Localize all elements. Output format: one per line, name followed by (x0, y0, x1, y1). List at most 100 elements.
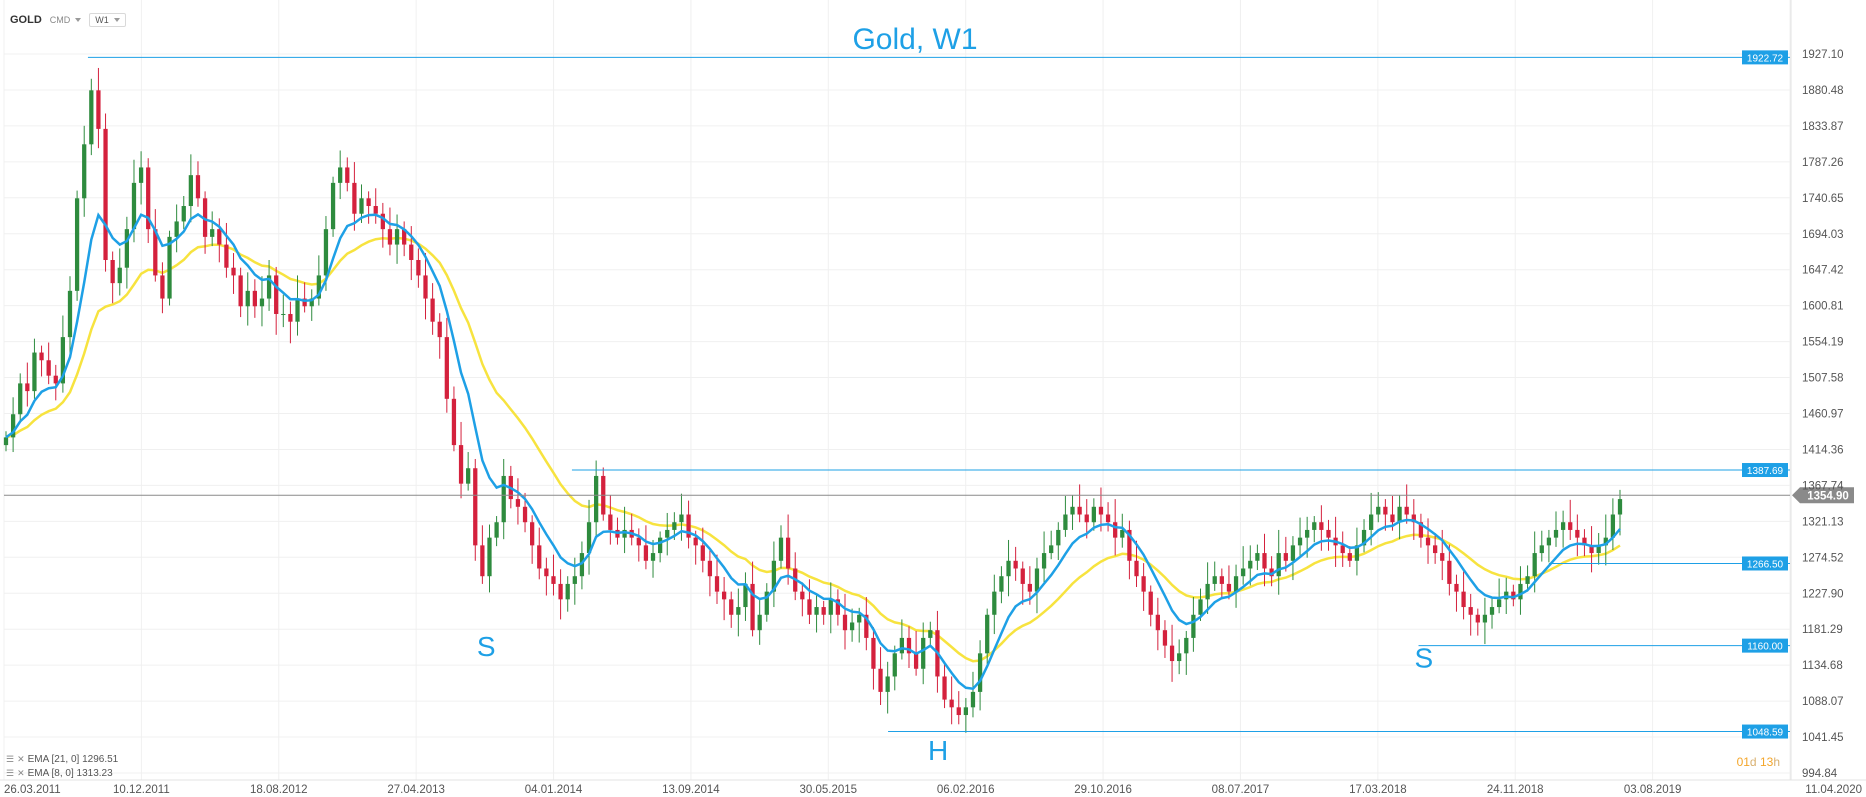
candle-body (423, 275, 428, 299)
timeframe-dropdown[interactable]: W1 (89, 13, 126, 27)
chevron-down-icon (113, 18, 120, 22)
close-icon[interactable]: ✕ (17, 768, 25, 778)
candle-body (970, 691, 976, 708)
candle-body (736, 607, 741, 615)
candle-body (458, 445, 464, 484)
candle (181, 195, 186, 230)
y-tick-label: 1321.13 (1802, 516, 1844, 528)
candle-body (1255, 553, 1260, 561)
candle (202, 191, 208, 254)
legend-ema-21[interactable]: ☰ ✕ EMA [21, 0] 1296.51 (6, 754, 118, 765)
candle-body (707, 560, 713, 577)
candle-body (949, 699, 954, 708)
candle (878, 647, 883, 706)
candle (714, 554, 720, 604)
candle-body (323, 229, 329, 276)
close-icon[interactable]: ✕ (17, 754, 25, 764)
candle-body (153, 229, 158, 276)
candle (210, 211, 215, 247)
candle-body (1034, 568, 1040, 592)
candle-body (1610, 514, 1616, 538)
level-tag-label: 1048.59 (1747, 728, 1784, 739)
candle-body (1347, 553, 1352, 561)
candle (849, 608, 855, 642)
candle-body (409, 244, 414, 260)
candle-body (18, 383, 23, 415)
candle (245, 272, 250, 326)
settings-icon[interactable]: ☰ (6, 768, 15, 778)
candle (316, 255, 321, 306)
candle-body (416, 259, 421, 276)
candle (274, 266, 279, 335)
candle (451, 386, 457, 452)
candle (103, 113, 108, 272)
candle-body (380, 213, 385, 230)
candle-body (1404, 506, 1409, 515)
candle-body (131, 182, 137, 230)
candle-body (608, 514, 613, 530)
candle (828, 582, 833, 634)
candle (892, 645, 897, 691)
chevron-down-icon (75, 18, 82, 22)
legend-ema-8[interactable]: ☰ ✕ EMA [8, 0] 1313.23 (6, 768, 113, 779)
candle-body (1205, 583, 1210, 600)
instrument-type-label: CMD (49, 15, 71, 25)
instrument-type-dropdown[interactable]: CMD (50, 15, 82, 25)
candle-body (921, 637, 926, 669)
candle-body (1120, 529, 1125, 538)
candle (629, 513, 634, 546)
countdown-days: 01 (1736, 755, 1750, 769)
candle (252, 279, 257, 318)
candle (764, 583, 769, 622)
candle (985, 608, 990, 665)
x-tick-label: 29.10.2016 (1074, 784, 1132, 796)
candle (238, 267, 243, 318)
candle-body (480, 545, 485, 577)
candle-body (124, 229, 130, 268)
candle (665, 512, 670, 556)
candle-body (39, 352, 44, 361)
candle (1155, 597, 1160, 651)
candle-body (1369, 514, 1374, 530)
candle-body (906, 637, 912, 654)
candle-body (1212, 576, 1217, 584)
candle (89, 78, 94, 156)
candle (679, 493, 684, 541)
y-tick-label: 1927.10 (1802, 49, 1844, 61)
candle-body (594, 475, 599, 523)
candle-body (1063, 514, 1068, 530)
candle-body (572, 576, 577, 584)
candle (1276, 529, 1281, 595)
candle-body (999, 576, 1004, 592)
candle-body (985, 614, 990, 654)
candle (1383, 499, 1388, 531)
level-tag (1742, 638, 1788, 653)
candle (1020, 561, 1025, 605)
candle-body (1454, 583, 1459, 592)
candle (842, 593, 848, 650)
candle (970, 671, 976, 718)
ema-8-path (5, 212, 1621, 691)
candle-body (835, 599, 841, 615)
candle (430, 283, 435, 335)
candle (1603, 514, 1608, 566)
candle-body (1489, 607, 1495, 615)
candle (871, 627, 876, 690)
candle (1617, 489, 1623, 536)
candle-body (1340, 545, 1345, 554)
candle-body (274, 275, 279, 314)
candle-body (217, 229, 222, 245)
candle-body (167, 236, 172, 299)
candle (330, 176, 336, 237)
time-axis: 26.03.2011 10.12.2011 18.08.2012 27.04.2013… (0, 779, 1866, 796)
candle-body (1376, 506, 1381, 515)
y-tick-label: 1647.42 (1802, 265, 1844, 277)
candle (1177, 639, 1182, 675)
candle-body (643, 545, 649, 561)
candle (295, 275, 300, 336)
candle-body (821, 607, 826, 615)
settings-icon[interactable]: ☰ (6, 754, 15, 764)
symbol-label[interactable]: GOLD (10, 14, 42, 26)
candle-body (394, 229, 400, 245)
candle-body (686, 514, 691, 538)
